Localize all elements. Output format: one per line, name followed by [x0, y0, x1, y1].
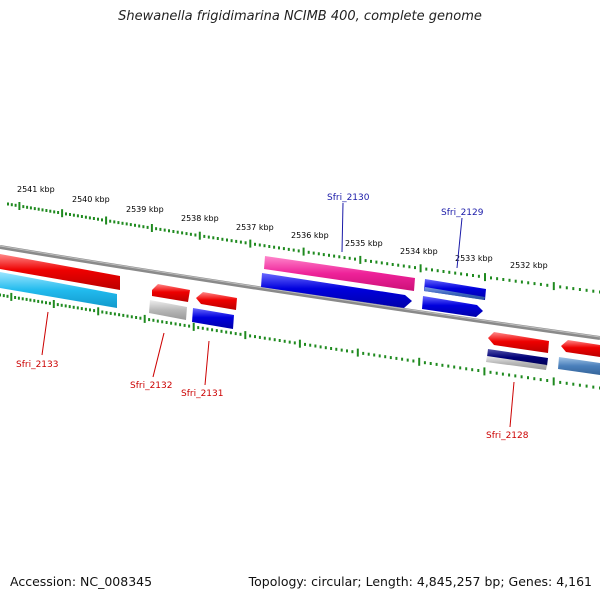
feature-blue[interactable] [422, 296, 483, 317]
map-title: Shewanella frigidimarina NCIMB 400, comp… [118, 9, 482, 24]
gene-labels-bottom: Sfri_2133 Sfri_2132 Sfri_2131 Sfri_2128 [16, 311, 529, 441]
scale-ticks-bottom [0, 292, 600, 390]
feature-navy[interactable] [487, 349, 548, 366]
feature-steel[interactable] [424, 287, 485, 300]
gene-label[interactable]: Sfri_2128 [486, 431, 529, 441]
feature-cyan[interactable] [0, 272, 117, 308]
gene-label[interactable]: Sfri_2129 [441, 208, 484, 218]
feature-grey[interactable] [486, 356, 547, 370]
scale-ticks-top [7, 202, 600, 294]
callout-line [456, 217, 463, 269]
accession-label: Accession: NC_008345 [10, 574, 153, 589]
scale-label: 2540 kbp [72, 195, 110, 204]
scale-label: 2537 kbp [236, 223, 274, 232]
gene-label[interactable]: Sfri_2133 [16, 360, 59, 370]
feature-red[interactable] [152, 284, 190, 302]
feature-blue[interactable] [192, 308, 234, 329]
gene-label[interactable]: Sfri_2131 [181, 389, 224, 399]
genome-summary: Topology: circular; Length: 4,845,257 bp… [248, 574, 592, 589]
scale-label: 2538 kbp [181, 214, 219, 223]
gene-label[interactable]: Sfri_2132 [130, 381, 173, 391]
feature-red[interactable] [0, 254, 120, 290]
feature-red[interactable] [196, 292, 237, 310]
gene-labels-top: Sfri_2130 Sfri_2129 [327, 193, 484, 269]
genome-backbone [0, 245, 600, 340]
genome-backbone-highlight [0, 245, 600, 338]
callout-line [509, 381, 515, 428]
callout-line [204, 340, 210, 386]
gene-label[interactable]: Sfri_2130 [327, 193, 370, 203]
feature-blue[interactable] [261, 273, 412, 308]
scale-label: 2535 kbp [345, 239, 383, 248]
feature-pink[interactable] [264, 256, 415, 291]
feature-red[interactable] [488, 332, 549, 353]
scale-label: 2534 kbp [400, 247, 438, 256]
scale-label: 2541 kbp [17, 185, 55, 194]
scale-label: 2533 kbp [455, 254, 493, 263]
feature-grey[interactable] [149, 300, 187, 320]
scale-labels: 2541 kbp 2540 kbp 2539 kbp 2538 kbp 2537… [17, 185, 548, 270]
scale-label: 2532 kbp [510, 261, 548, 270]
callout-line [152, 332, 165, 378]
callout-line [341, 202, 344, 253]
scale-label: 2539 kbp [126, 205, 164, 214]
callout-line [41, 311, 49, 356]
scale-label: 2536 kbp [291, 231, 329, 240]
feature-red[interactable] [561, 340, 600, 357]
feature-steel[interactable] [558, 357, 600, 375]
